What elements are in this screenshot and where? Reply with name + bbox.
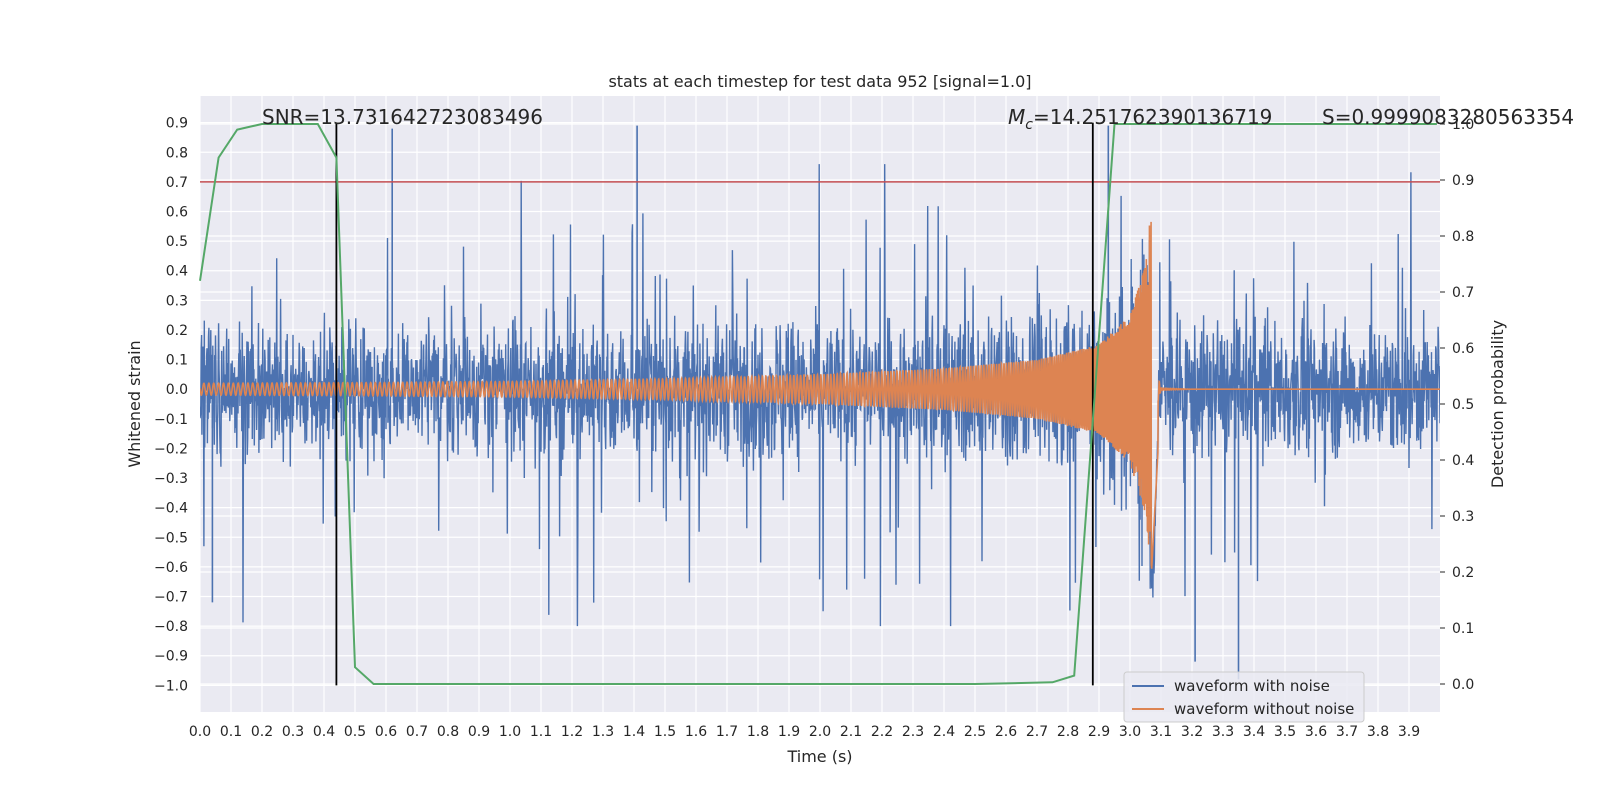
y-tick-label-left: −0.5 bbox=[154, 530, 188, 546]
x-tick-label: 1.8 bbox=[747, 724, 769, 740]
x-tick-label: 3.6 bbox=[1305, 724, 1327, 740]
x-tick-label: 1.0 bbox=[499, 724, 521, 740]
x-tick-label: 3.0 bbox=[1119, 724, 1141, 740]
x-tick-label: 3.3 bbox=[1212, 724, 1234, 740]
y-tick-label-right: 0.2 bbox=[1452, 565, 1474, 581]
x-tick-label: 2.5 bbox=[964, 724, 986, 740]
x-tick-label: 0.5 bbox=[344, 724, 366, 740]
y-tick-label-left: 0.7 bbox=[166, 175, 188, 191]
legend: waveform with noise waveform without noi… bbox=[1123, 671, 1365, 723]
x-tick-label: 0.8 bbox=[437, 724, 459, 740]
y-axis-label-right: Detection probability bbox=[1488, 320, 1507, 488]
x-tick-label: 0.0 bbox=[189, 724, 211, 740]
y-tick-label-left: −0.4 bbox=[154, 501, 188, 517]
y-tick-label-right: 0.4 bbox=[1452, 453, 1474, 469]
mc-symbol: M bbox=[1008, 105, 1025, 129]
x-tick-label: 3.4 bbox=[1243, 724, 1265, 740]
x-tick-label: 3.7 bbox=[1336, 724, 1358, 740]
mc-value: =14.251762390136719 bbox=[1033, 105, 1272, 129]
x-tick-label: 0.7 bbox=[406, 724, 428, 740]
x-tick-label: 3.5 bbox=[1274, 724, 1296, 740]
x-tick-label: 1.6 bbox=[685, 724, 707, 740]
legend-label-clean: waveform without noise bbox=[1174, 700, 1354, 718]
legend-box bbox=[1123, 671, 1365, 723]
y-tick-label-right: 0.7 bbox=[1452, 285, 1474, 301]
x-ticks: 0.0 0.1 0.2 0.3 0.4 0.5 0.6 0.7 0.8 0.9 1.0 1.1 1.2 1… bbox=[189, 724, 1420, 740]
y-tick-label-left: −0.8 bbox=[154, 619, 188, 635]
y-tick-label-left: −0.6 bbox=[154, 560, 188, 576]
y-ticks-right: 1.0 0.9 0.8 0.7 0.6 0.5 0.4 0.3 0.2 0.1 0.0 bbox=[1440, 117, 1474, 693]
y-tick-label-right: 1.0 bbox=[1452, 117, 1474, 133]
y-tick-label-right: 0.5 bbox=[1452, 397, 1474, 413]
x-tick-label: 2.2 bbox=[871, 724, 893, 740]
x-axis-label: Time (s) bbox=[786, 747, 852, 766]
y-tick-label-right: 0.6 bbox=[1452, 341, 1474, 357]
y-tick-label-right: 0.1 bbox=[1452, 621, 1474, 637]
y-tick-label-left: −1.0 bbox=[154, 678, 188, 694]
x-tick-label: 0.9 bbox=[468, 724, 490, 740]
mc-annotation: Mc=14.251762390136719 bbox=[1008, 105, 1272, 133]
x-tick-label: 1.3 bbox=[592, 724, 614, 740]
y-tick-label-left: 0.4 bbox=[166, 264, 188, 280]
x-tick-label: 1.9 bbox=[778, 724, 800, 740]
series-detection-probability bbox=[199, 123, 1437, 685]
snr-annotation: SNR=13.731642723083496 bbox=[262, 105, 543, 129]
y-tick-label-right: 0.8 bbox=[1452, 229, 1474, 245]
legend-label-noise: waveform with noise bbox=[1174, 677, 1330, 695]
y-tick-label-left: −0.1 bbox=[154, 412, 188, 428]
plot-layer bbox=[199, 122, 1440, 686]
y-ticks-left: 0.9 0.8 0.7 0.6 0.5 0.4 0.3 0.2 0.1 0.0 −0.1 −0.2 −0… bbox=[154, 116, 188, 695]
x-tick-label: 2.8 bbox=[1057, 724, 1079, 740]
y-tick-label-right: 0.9 bbox=[1452, 173, 1474, 189]
x-tick-label: 0.1 bbox=[220, 724, 242, 740]
y-tick-label-left: 0.3 bbox=[166, 293, 188, 309]
y-axis-label-left: Whitened strain bbox=[125, 340, 144, 467]
y-tick-label-left: 0.5 bbox=[166, 234, 188, 250]
series-waveform-without-noise bbox=[200, 221, 1440, 569]
x-tick-label: 3.1 bbox=[1150, 724, 1172, 740]
y-tick-label-left: 0.6 bbox=[166, 205, 188, 221]
y-tick-label-left: −0.7 bbox=[154, 590, 188, 606]
x-tick-label: 2.1 bbox=[840, 724, 862, 740]
x-tick-label: 3.2 bbox=[1181, 724, 1203, 740]
y-tick-label-left: 0.8 bbox=[166, 145, 188, 161]
y-tick-label-right: 0.3 bbox=[1452, 509, 1474, 525]
x-tick-label: 1.5 bbox=[654, 724, 676, 740]
x-tick-label: 2.3 bbox=[902, 724, 924, 740]
y-tick-label-left: 0.1 bbox=[166, 353, 188, 369]
x-tick-label: 2.4 bbox=[933, 724, 955, 740]
x-tick-label: 2.7 bbox=[1026, 724, 1048, 740]
x-tick-label: 1.7 bbox=[716, 724, 738, 740]
y-tick-label-left: −0.2 bbox=[154, 441, 188, 457]
x-tick-label: 0.2 bbox=[251, 724, 273, 740]
x-tick-label: 3.8 bbox=[1367, 724, 1389, 740]
y-tick-label-left: 0.2 bbox=[166, 323, 188, 339]
s-annotation: S=0.9999083280563354 bbox=[1322, 105, 1574, 129]
x-tick-label: 2.0 bbox=[809, 724, 831, 740]
x-tick-label: 2.6 bbox=[995, 724, 1017, 740]
x-tick-label: 1.4 bbox=[623, 724, 645, 740]
x-tick-label: 0.3 bbox=[282, 724, 304, 740]
chart-title: stats at each timestep for test data 952… bbox=[608, 72, 1031, 91]
y-tick-label-left: −0.3 bbox=[154, 471, 188, 487]
x-tick-label: 3.9 bbox=[1398, 724, 1420, 740]
x-tick-label: 0.4 bbox=[313, 724, 335, 740]
x-tick-label: 1.1 bbox=[530, 724, 552, 740]
y-tick-label-left: 0.9 bbox=[166, 116, 188, 132]
mc-subscript: c bbox=[1025, 117, 1033, 133]
y-tick-label-left: 0.0 bbox=[166, 382, 188, 398]
y-tick-label-left: −0.9 bbox=[154, 649, 188, 665]
x-tick-label: 1.2 bbox=[561, 724, 583, 740]
x-tick-label: 0.6 bbox=[375, 724, 397, 740]
y-tick-label-right: 0.0 bbox=[1452, 677, 1474, 693]
x-tick-label: 2.9 bbox=[1088, 724, 1110, 740]
